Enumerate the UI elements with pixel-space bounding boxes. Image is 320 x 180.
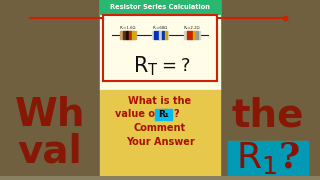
Text: Comment: Comment xyxy=(134,123,186,133)
Text: R₂=68Ω: R₂=68Ω xyxy=(152,26,168,30)
Text: Resistor Series Calculation: Resistor Series Calculation xyxy=(110,4,210,10)
Bar xyxy=(154,31,156,39)
Bar xyxy=(125,31,127,39)
Bar xyxy=(196,31,198,39)
Bar xyxy=(123,31,125,39)
Text: Your Answer: Your Answer xyxy=(126,137,194,147)
Bar xyxy=(152,31,168,39)
Bar xyxy=(100,0,220,90)
Bar xyxy=(129,31,131,39)
Text: value of: value of xyxy=(115,109,163,119)
Text: R₃=2.2Ω: R₃=2.2Ω xyxy=(184,26,200,30)
Text: $\mathsf{R_T}$: $\mathsf{R_T}$ xyxy=(133,55,159,78)
Text: What is the: What is the xyxy=(128,96,192,106)
Bar xyxy=(155,109,172,120)
Text: the: the xyxy=(232,96,304,134)
Bar xyxy=(189,31,191,39)
Text: $\mathsf{= ?}$: $\mathsf{= ?}$ xyxy=(158,57,190,75)
Text: $\mathsf{R_1}$?: $\mathsf{R_1}$? xyxy=(236,140,300,176)
Bar xyxy=(187,31,189,39)
Bar xyxy=(193,31,195,39)
Bar xyxy=(220,0,320,176)
Bar xyxy=(120,31,136,39)
Bar xyxy=(100,0,220,14)
Text: ?: ? xyxy=(173,109,179,119)
Bar xyxy=(164,31,166,39)
Bar xyxy=(0,0,100,176)
Text: R₁: R₁ xyxy=(158,110,169,119)
Bar xyxy=(132,31,134,39)
Bar xyxy=(103,15,217,81)
Bar xyxy=(228,141,308,176)
Bar xyxy=(156,31,158,39)
Text: Wh: Wh xyxy=(15,96,85,134)
Text: R₁=1.6Ω: R₁=1.6Ω xyxy=(120,26,136,30)
Text: val: val xyxy=(18,132,82,170)
Bar xyxy=(100,90,220,176)
Bar xyxy=(159,31,161,39)
Bar xyxy=(184,31,200,39)
Bar xyxy=(162,31,164,39)
